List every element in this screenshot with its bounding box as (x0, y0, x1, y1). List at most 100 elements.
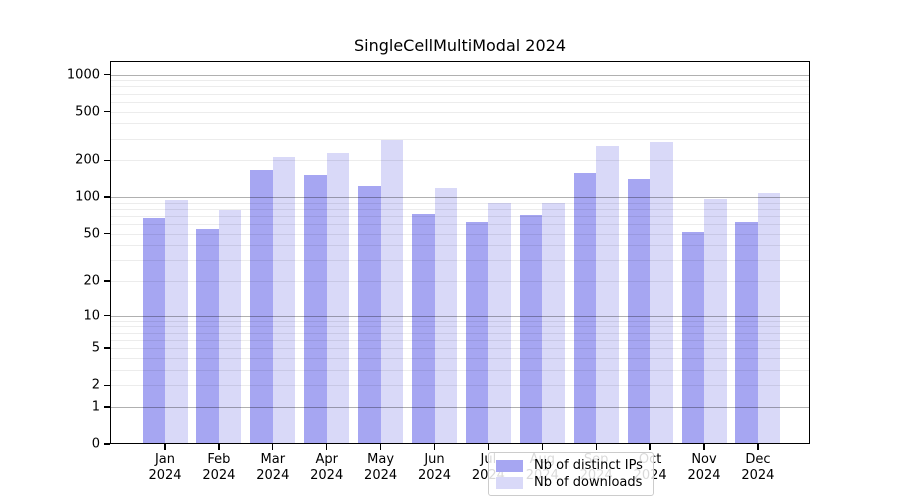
bar-downloads-oct (650, 142, 673, 444)
gridline-minor-80 (110, 208, 810, 210)
bar-ips-aug (519, 215, 543, 444)
x-tick-oct (649, 444, 651, 450)
legend-swatch-ips (496, 459, 523, 472)
x-tick-mar (272, 444, 274, 450)
x-tick-sep (595, 444, 597, 450)
x-tick-label-apr: Apr 2024 (310, 452, 344, 483)
y-tick-5 (104, 347, 110, 349)
y-tick-label: 500 (75, 104, 100, 120)
y-tick-1 (104, 406, 110, 408)
bar-downloads-jun (434, 187, 457, 444)
bar-ips-mar (250, 169, 273, 444)
y-tick-label: 2 (91, 377, 100, 393)
bar-downloads-nov (704, 199, 727, 444)
gridline-minor-20 (110, 281, 810, 283)
bar-ips-apr (304, 174, 327, 444)
bar-downloads-jan (165, 200, 188, 444)
gridline-minor-9 (110, 320, 810, 322)
bar-downloads-apr (326, 153, 350, 444)
x-tick-jun (433, 444, 436, 450)
x-tick-label-mar: Mar 2024 (256, 452, 290, 483)
legend-label-downloads: Nb of downloads (534, 475, 643, 490)
gridline-minor-8 (110, 326, 810, 328)
bar-downloads-jul (488, 203, 511, 444)
bar-downloads-feb (218, 209, 242, 444)
gridline-minor-50 (110, 233, 810, 235)
y-tick-label: 5 (91, 340, 100, 356)
bar-ips-jul (465, 222, 489, 444)
gridline-minor-5 (110, 348, 810, 350)
y-tick-100 (104, 196, 110, 198)
bar-ips-feb (196, 228, 219, 444)
gridline-minor-7 (110, 332, 810, 334)
gridline-minor-300 (110, 138, 810, 140)
y-tick-label: 50 (83, 226, 100, 242)
y-tick-label: 1000 (66, 67, 100, 83)
bar-ips-jun (412, 213, 435, 444)
y-tick-label: 0 (91, 436, 100, 452)
gridline-minor-700 (110, 93, 810, 95)
x-tick-label-jun: Jun 2024 (417, 452, 452, 483)
bar-ips-sep (573, 172, 597, 444)
y-tick-200 (104, 159, 110, 162)
chart-title: SingleCellMultiModal 2024 (353, 36, 566, 55)
x-tick-nov (703, 444, 705, 450)
y-tick-label: 20 (83, 273, 100, 289)
y-tick-0 (104, 443, 110, 445)
y-tick-20 (104, 280, 110, 282)
bar-ips-may (358, 185, 381, 444)
bar-ips-nov (681, 231, 704, 444)
x-tick-dec (757, 444, 759, 450)
bar-ips-oct (627, 179, 651, 444)
bar-ips-jan (142, 217, 165, 444)
y-tick-500 (104, 110, 110, 113)
gridline-minor-200 (110, 160, 810, 162)
plot-area: Nb of distinct IPs Nb of downloads (110, 61, 810, 496)
gridline-minor-900 (110, 80, 810, 82)
legend-label-ips: Nb of distinct IPs (534, 458, 643, 473)
x-tick-jan (164, 444, 166, 450)
x-tick-feb (218, 444, 220, 450)
gridline-major-1 (110, 406, 810, 408)
gridline-major-10 (110, 315, 810, 317)
gridline-minor-600 (110, 101, 810, 103)
gridline-minor-500 (110, 111, 810, 113)
bar-downloads-mar (272, 156, 296, 444)
gridline-minor-2 (110, 385, 810, 387)
y-tick-2 (104, 384, 110, 386)
x-tick-aug (541, 444, 543, 450)
x-tick-may (379, 444, 382, 450)
legend: Nb of distinct IPs Nb of downloads (488, 452, 654, 496)
x-tick-label-jan: Jan 2024 (148, 452, 182, 483)
legend-item-ips: Nb of distinct IPs (496, 458, 645, 473)
gridline-minor-800 (110, 86, 810, 88)
gridline-minor-40 (110, 245, 810, 247)
gridline-major-1000 (110, 74, 810, 76)
bar-downloads-may (380, 139, 404, 444)
y-tick-1000 (104, 73, 110, 76)
y-tick-10 (104, 315, 110, 317)
gridline-minor-400 (110, 123, 810, 125)
gridline-minor-90 (110, 202, 810, 204)
y-tick-label: 10 (83, 308, 100, 324)
gridline-minor-30 (110, 260, 810, 262)
x-tick-label-nov: Nov 2024 (687, 452, 721, 483)
x-tick-label-may: May 2024 (364, 452, 398, 483)
legend-item-downloads: Nb of downloads (496, 475, 645, 490)
y-tick-50 (104, 233, 110, 235)
x-tick-label-feb: Feb 2024 (202, 452, 236, 483)
x-tick-jul (487, 444, 490, 450)
bar-ips-dec (735, 222, 758, 444)
y-tick-label: 1 (91, 399, 100, 415)
gridline-minor-6 (110, 339, 810, 341)
gridline-minor-3 (110, 369, 810, 371)
gridline-minor-70 (110, 216, 810, 218)
x-tick-apr (326, 444, 328, 450)
gridline-minor-4 (110, 357, 810, 359)
bar-downloads-dec (757, 192, 781, 444)
gridline-minor-60 (110, 224, 810, 226)
y-tick-label: 100 (75, 189, 100, 205)
bar-downloads-aug (542, 202, 565, 444)
bar-downloads-sep (596, 146, 619, 444)
